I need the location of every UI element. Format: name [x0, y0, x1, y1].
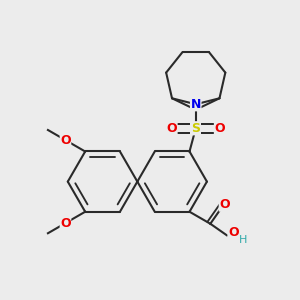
Text: O: O — [60, 134, 71, 147]
Text: H: H — [238, 236, 247, 245]
Text: O: O — [228, 226, 238, 239]
Text: O: O — [214, 122, 225, 135]
Text: S: S — [191, 122, 200, 135]
Text: O: O — [60, 217, 71, 230]
Text: O: O — [219, 198, 230, 211]
Text: O: O — [167, 122, 177, 135]
Text: N: N — [190, 98, 201, 111]
